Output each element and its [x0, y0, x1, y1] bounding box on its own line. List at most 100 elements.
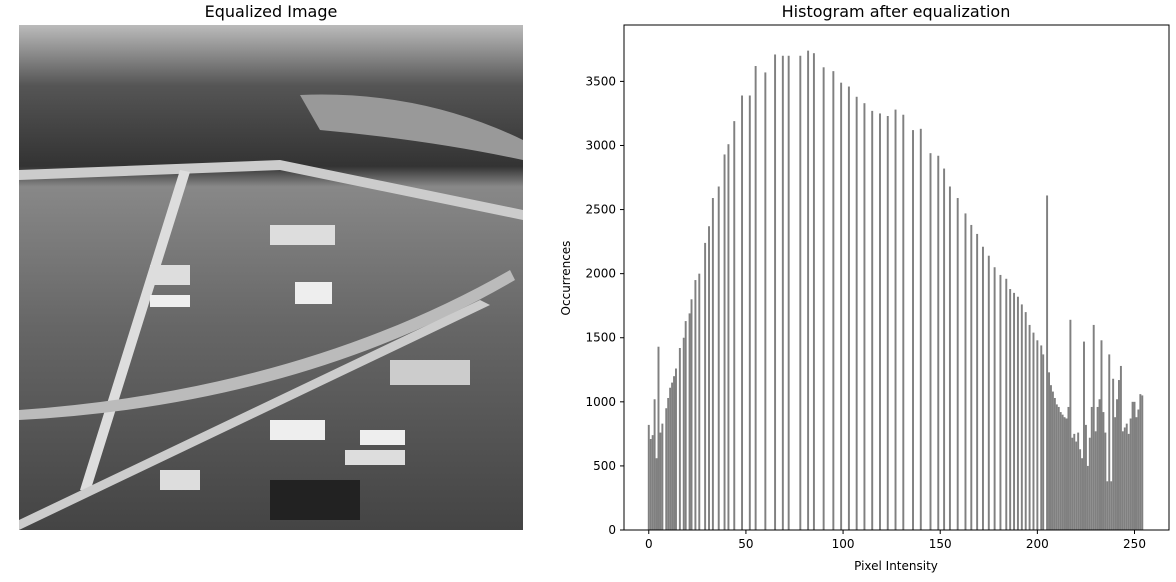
bar	[1123, 427, 1126, 530]
bar	[1032, 332, 1035, 530]
y-tick-label: 1000	[585, 395, 616, 409]
bar	[684, 321, 687, 530]
bar	[1096, 406, 1099, 530]
bar	[1048, 372, 1050, 530]
bar	[1040, 345, 1043, 530]
x-tick-label: 150	[929, 537, 952, 551]
bar	[717, 186, 720, 530]
bar	[694, 280, 697, 530]
bar	[682, 337, 685, 530]
bar	[871, 110, 874, 530]
y-tick-label: 2500	[585, 203, 616, 217]
bar	[943, 168, 946, 531]
bar	[1135, 417, 1138, 530]
bar	[1042, 354, 1045, 530]
bar	[1086, 465, 1089, 530]
bar	[1065, 418, 1068, 530]
y-tick-label: 3500	[585, 74, 616, 88]
bar	[1059, 412, 1062, 530]
y-tick-label: 500	[593, 459, 616, 473]
bar	[1139, 394, 1142, 530]
y-tick-label: 2000	[585, 267, 616, 281]
bar	[649, 438, 652, 530]
bar	[976, 233, 979, 530]
y-tick-label: 1500	[585, 331, 616, 345]
plot-frame	[623, 24, 1170, 531]
chart-title: Histogram after equalization	[782, 2, 1011, 21]
bar	[661, 423, 664, 530]
image-title: Equalized Image	[205, 2, 338, 21]
bar	[1088, 437, 1091, 530]
bar	[748, 95, 751, 530]
y-tick-label: 3000	[585, 138, 616, 152]
x-tick-label: 200	[1026, 537, 1049, 551]
bar	[678, 347, 681, 530]
bar	[787, 55, 790, 531]
bar	[1119, 365, 1122, 530]
bar	[1051, 391, 1054, 530]
bar	[964, 213, 967, 531]
bar	[711, 198, 714, 530]
x-tick-label: 50	[738, 537, 753, 551]
bar	[741, 95, 744, 530]
bar	[1094, 431, 1097, 530]
x-tick-label: 0	[645, 537, 653, 551]
bar	[981, 246, 984, 530]
bar	[698, 273, 701, 530]
bar	[675, 368, 677, 530]
bar	[671, 382, 674, 530]
bar	[1079, 449, 1082, 530]
x-axis-label: Pixel Intensity	[854, 559, 938, 573]
bar	[1090, 406, 1093, 530]
bar	[1102, 412, 1105, 530]
bar	[1067, 406, 1070, 530]
bar	[912, 130, 914, 531]
bar	[1073, 433, 1076, 530]
bar	[733, 121, 736, 530]
bar	[970, 224, 973, 531]
bar	[929, 153, 932, 530]
bar	[1104, 432, 1107, 530]
bar	[1114, 417, 1117, 530]
bar	[1016, 296, 1019, 530]
bar	[937, 155, 940, 531]
bar	[832, 71, 835, 530]
bar	[723, 154, 726, 530]
y-tick-label: 0	[608, 523, 616, 537]
bar	[1009, 289, 1012, 530]
bar	[653, 399, 656, 530]
bar	[1063, 417, 1066, 530]
bar	[1137, 409, 1140, 530]
bar	[886, 116, 889, 531]
bar	[1024, 312, 1027, 530]
bar	[822, 67, 825, 531]
bar	[1112, 378, 1115, 530]
bar	[651, 435, 654, 530]
bar	[840, 82, 843, 530]
bar	[1049, 385, 1052, 530]
bar	[781, 55, 784, 531]
bar	[807, 50, 810, 530]
bar	[1084, 424, 1087, 530]
bar	[1127, 433, 1130, 530]
equalized-image	[19, 25, 523, 530]
bar	[1129, 418, 1132, 530]
bar	[1036, 340, 1039, 530]
bar	[754, 66, 757, 530]
bar	[1055, 404, 1058, 530]
bar	[1005, 278, 1008, 530]
bar	[1108, 354, 1111, 530]
bar	[1046, 195, 1049, 530]
bar	[657, 346, 660, 530]
bar	[647, 424, 650, 530]
bar	[1077, 432, 1080, 530]
bar	[673, 376, 676, 530]
bar	[919, 128, 922, 530]
x-tick-label: 250	[1123, 537, 1146, 551]
bar	[1020, 304, 1023, 530]
x-tick-label: 100	[832, 537, 855, 551]
bar	[855, 96, 858, 531]
bar	[688, 313, 691, 530]
bar	[812, 53, 815, 531]
